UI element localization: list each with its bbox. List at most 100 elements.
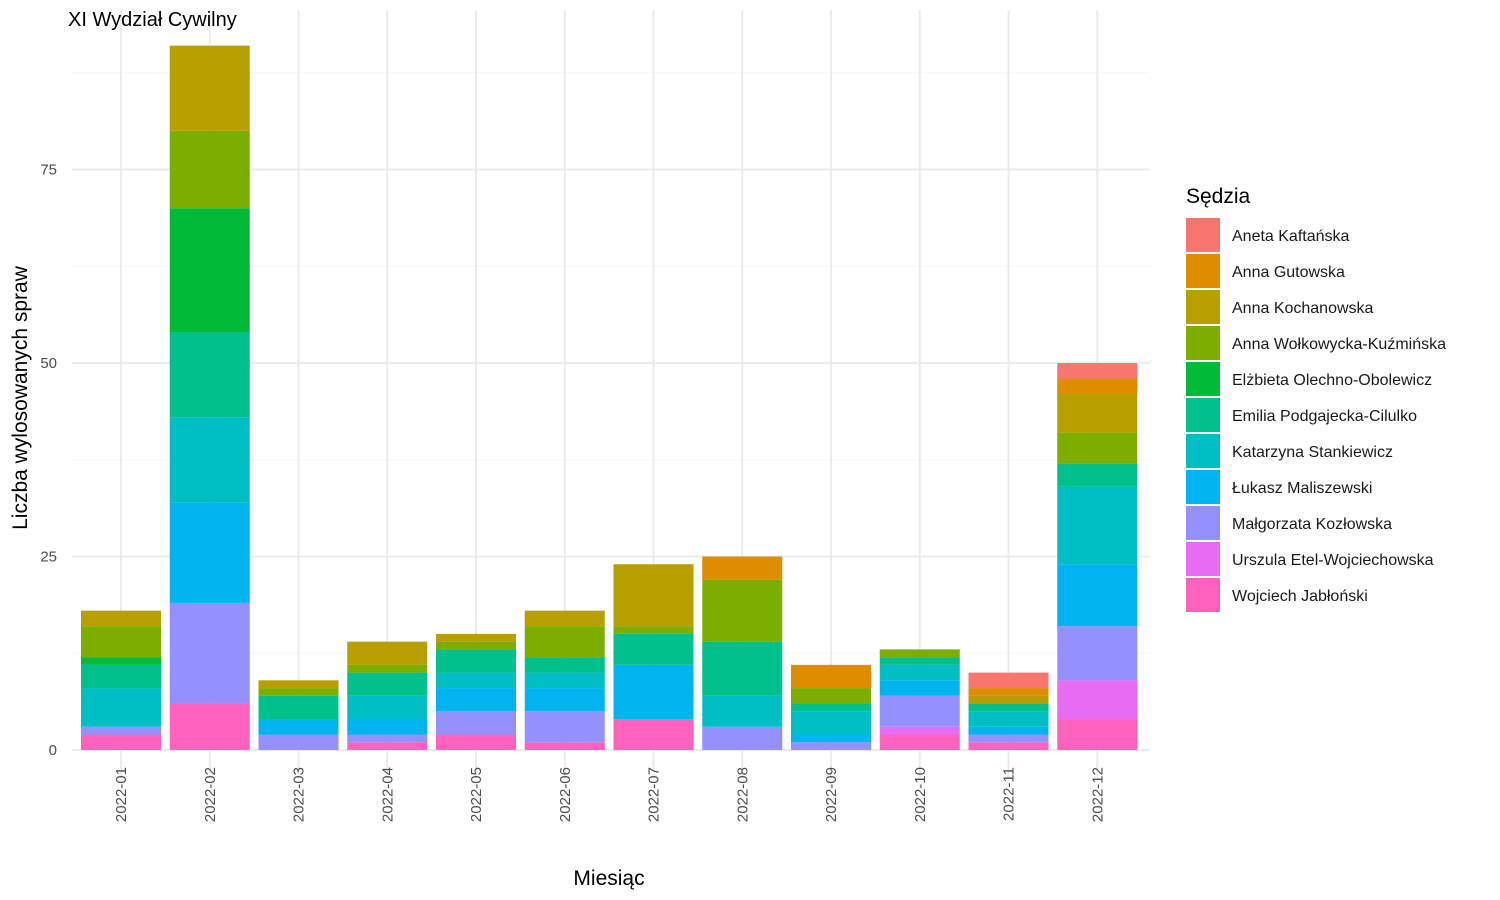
- legend-label: Wojciech Jabłoński: [1232, 588, 1368, 605]
- legend-item-lukasz-maliszewski: Łukasz Maliszewski: [1186, 470, 1372, 504]
- bar-segment-anna-kochanowska: [81, 610, 161, 627]
- legend-label: Anna Kochanowska: [1232, 300, 1374, 317]
- y-tick-label: 25: [40, 549, 57, 566]
- bar-segment-anna-kochanowska: [347, 641, 428, 665]
- legend-item-elzbieta-olechno-obolewicz: Elżbieta Olechno-Obolewicz: [1186, 362, 1432, 396]
- bar-segment-malgorzata-kozlowska: [1057, 626, 1138, 681]
- bar-segment-wojciech-jablonski: [436, 734, 516, 750]
- x-tick-label: 2022-06: [557, 767, 574, 822]
- bar-segment-emilia-podgajecka-cilulko: [258, 695, 339, 720]
- bar-segment-lukasz-maliszewski: [347, 719, 428, 735]
- bars: [81, 45, 1138, 750]
- bar-segment-wojciech-jablonski: [347, 742, 428, 750]
- legend-item-anna-kochanowska: Anna Kochanowska: [1186, 290, 1374, 324]
- bar-segment-elzbieta-olechno-obolewicz: [169, 208, 250, 333]
- bar-segment-lukasz-maliszewski: [791, 734, 871, 743]
- bar-segment-katarzyna-stankiewicz: [791, 711, 871, 735]
- bar-segment-anna-wolkowycka-kuzminska: [613, 626, 694, 634]
- legend-title: Sędzia: [1186, 185, 1251, 208]
- legend-key: [1186, 470, 1220, 504]
- bar-segment-anna-wolkowycka-kuzminska: [1057, 432, 1138, 464]
- legend-key: [1186, 362, 1220, 396]
- bar-segment-malgorzata-kozlowska: [347, 734, 428, 743]
- x-tick-label: 2022-08: [734, 767, 751, 822]
- bar-segment-emilia-podgajecka-cilulko: [436, 649, 516, 673]
- bar-segment-malgorzata-kozlowska: [879, 695, 960, 727]
- bar-segment-emilia-podgajecka-cilulko: [791, 703, 871, 712]
- bar-segment-lukasz-maliszewski: [613, 664, 694, 720]
- bar-segment-katarzyna-stankiewicz: [81, 688, 161, 727]
- legend-key: [1186, 398, 1220, 432]
- bar-segment-katarzyna-stankiewicz: [347, 695, 428, 720]
- y-tick-label: 0: [49, 742, 57, 759]
- x-tick-label: 2022-02: [202, 767, 219, 822]
- bar-segment-lukasz-maliszewski: [436, 688, 516, 712]
- bar-segment-malgorzata-kozlowska: [791, 742, 871, 750]
- bar-segment-wojciech-jablonski: [524, 742, 605, 750]
- legend-label: Elżbieta Olechno-Obolewicz: [1232, 372, 1432, 389]
- legend-label: Urszula Etel-Wojciechowska: [1232, 552, 1434, 569]
- bar-segment-anna-kochanowska: [524, 610, 605, 627]
- x-tick-label: 2022-01: [113, 767, 130, 822]
- bar-segment-emilia-podgajecka-cilulko: [524, 657, 605, 673]
- bar-segment-urszula-etel-wojciechowska: [1057, 680, 1138, 720]
- y-tick-label: 75: [40, 162, 57, 179]
- bar-segment-anna-kochanowska: [968, 695, 1049, 704]
- x-tick-label: 2022-05: [468, 767, 485, 822]
- chart-title: XI Wydział Cywilny: [68, 9, 237, 31]
- bar-segment-lukasz-maliszewski: [258, 719, 339, 735]
- legend-key: [1186, 434, 1220, 468]
- bar-segment-emilia-podgajecka-cilulko: [613, 633, 694, 665]
- bar-segment-katarzyna-stankiewicz: [1057, 486, 1138, 565]
- bar-segment-katarzyna-stankiewicz: [879, 664, 960, 681]
- bar-segment-anna-gutowska: [1057, 378, 1138, 394]
- bar-segment-katarzyna-stankiewicz: [968, 711, 1049, 727]
- bar-segment-anna-gutowska: [702, 556, 783, 580]
- bar-segment-aneta-kaftanska: [1057, 363, 1138, 379]
- legend-key: [1186, 542, 1220, 576]
- bar-segment-katarzyna-stankiewicz: [702, 695, 783, 727]
- bar-segment-lukasz-maliszewski: [1057, 564, 1138, 627]
- x-axis-title: Miesiąc: [573, 867, 644, 890]
- legend-key: [1186, 326, 1220, 360]
- bar-segment-malgorzata-kozlowska: [702, 726, 783, 750]
- legend-item-emilia-podgajecka-cilulko: Emilia Podgajecka-Cilulko: [1186, 398, 1417, 432]
- legend-item-anna-gutowska: Anna Gutowska: [1186, 254, 1345, 288]
- bar-segment-wojciech-jablonski: [1057, 719, 1138, 750]
- x-tick-label: 2022-12: [1089, 767, 1106, 822]
- bar-segment-emilia-podgajecka-cilulko: [169, 332, 250, 418]
- bar-segment-anna-wolkowycka-kuzminska: [81, 626, 161, 658]
- legend-item-anna-wolkowycka-kuzminska: Anna Wołkowycka-Kuźmińska: [1186, 326, 1446, 360]
- bar-segment-katarzyna-stankiewicz: [436, 672, 516, 689]
- legend: Sędzia Aneta Kaftańska Anna Gutowska Anna …: [1186, 185, 1446, 612]
- bar-segment-anna-wolkowycka-kuzminska: [702, 579, 783, 642]
- legend-key: [1186, 254, 1220, 288]
- legend-label: Małgorzata Kozłowska: [1232, 516, 1392, 533]
- bar-segment-anna-wolkowycka-kuzminska: [258, 688, 339, 696]
- legend-label: Emilia Podgajecka-Cilulko: [1232, 408, 1417, 425]
- legend-key: [1186, 290, 1220, 324]
- legend-key: [1186, 218, 1220, 252]
- bar-segment-anna-wolkowycka-kuzminska: [791, 688, 871, 704]
- legend-item-katarzyna-stankiewicz: Katarzyna Stankiewicz: [1186, 434, 1393, 468]
- bar-segment-emilia-podgajecka-cilulko: [968, 703, 1049, 712]
- bar-segment-elzbieta-olechno-obolewicz: [81, 657, 161, 665]
- bar-segment-katarzyna-stankiewicz: [169, 417, 250, 503]
- legend-item-aneta-kaftanska: Aneta Kaftańska: [1186, 218, 1350, 252]
- bar-segment-anna-wolkowycka-kuzminska: [347, 664, 428, 673]
- bar-segment-anna-kochanowska: [1057, 393, 1138, 433]
- bar-segment-malgorzata-kozlowska: [968, 734, 1049, 743]
- bar-segment-katarzyna-stankiewicz: [524, 672, 605, 689]
- bar-segment-anna-wolkowycka-kuzminska: [879, 649, 960, 658]
- legend-key: [1186, 506, 1220, 540]
- x-axis: 2022-01 2022-02 2022-03 2022-04 2022-05 2022-…: [113, 767, 1106, 822]
- bar-segment-emilia-podgajecka-cilulko: [81, 664, 161, 689]
- legend-item-urszula-etel-wojciechowska: Urszula Etel-Wojciechowska: [1186, 542, 1434, 576]
- legend-label: Anna Gutowska: [1232, 264, 1345, 281]
- bar-segment-malgorzata-kozlowska: [524, 711, 605, 743]
- bar-segment-wojciech-jablonski: [879, 734, 960, 750]
- bar-segment-aneta-kaftanska: [968, 672, 1049, 689]
- bar-segment-malgorzata-kozlowska: [436, 711, 516, 735]
- x-tick-label: 2022-03: [291, 767, 308, 822]
